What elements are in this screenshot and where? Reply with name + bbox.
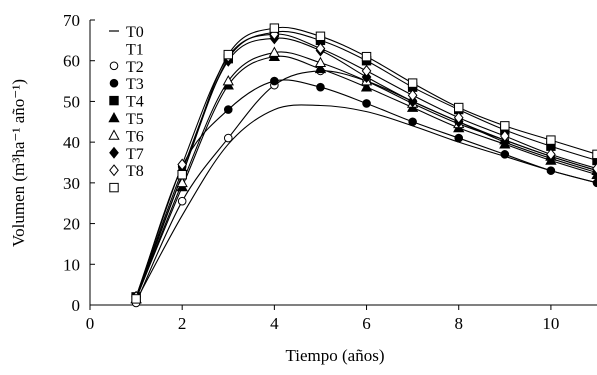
legend-label-T4: T4 [126, 94, 144, 111]
data-point-T8-8 [454, 102, 464, 113]
y-tick-label: 60 [63, 52, 80, 71]
x-ticks: 0 2 4 6 8 10 [86, 305, 559, 333]
legend-symbol-T1 [109, 61, 119, 71]
data-point-T5-4 [268, 46, 281, 57]
series-line-T4 [135, 55, 597, 300]
data-point-T8-5 [315, 31, 326, 41]
series-line-T0 [135, 104, 597, 302]
data-point-T2-8 [454, 133, 464, 143]
data-point-T6-6 [361, 71, 372, 83]
legend-symbol-T4 [108, 111, 120, 123]
x-tick-label: 0 [86, 314, 95, 333]
y-ticks: 0 10 20 30 40 50 60 70 [63, 11, 95, 315]
legend-label-T2: T2 [126, 59, 144, 76]
legend-label-T5: T5 [126, 111, 144, 128]
data-point-T2-5 [316, 82, 325, 92]
data-point-T7-8 [453, 111, 464, 124]
data-point-T2-4 [270, 76, 279, 86]
legend-symbol-T7 [109, 164, 119, 177]
data-point-T5-3 [222, 75, 234, 86]
data-point-T7-5 [315, 42, 326, 55]
data-point-T7-7 [407, 89, 418, 102]
plot-frame [89, 20, 597, 306]
data-point-T2-7 [408, 117, 417, 127]
data-point-T7-9 [499, 130, 510, 143]
legend-symbol-T6 [109, 146, 119, 159]
y-tick-label: 70 [63, 11, 80, 30]
data-point-T7-11 [592, 162, 597, 175]
legend-label-T8: T8 [126, 163, 144, 180]
series-lines [135, 26, 597, 304]
legend-symbol-T2 [109, 78, 119, 88]
y-tick-label: 20 [63, 215, 80, 234]
data-point-T6-7 [407, 95, 418, 108]
data-point-T8-3 [223, 49, 233, 60]
series-line-T6 [135, 37, 597, 298]
y-axis-title: Volumen (m³ha⁻¹ año⁻¹) [9, 79, 28, 247]
legend-label-T3: T3 [126, 76, 144, 93]
data-point-T2-9 [500, 150, 510, 159]
series-markers [130, 23, 597, 308]
legend-symbol-T5 [108, 129, 120, 140]
x-tick-label: 8 [454, 314, 463, 333]
data-point-T6-9 [499, 136, 510, 149]
x-tick-label: 2 [178, 314, 187, 333]
data-point-T8-7 [407, 78, 418, 88]
y-tick-label: 50 [63, 92, 80, 111]
data-point-T1-2 [177, 196, 187, 206]
x-axis-title: Tiempo (años) [285, 346, 384, 365]
data-point-T7-6 [361, 64, 372, 77]
data-point-T7-2 [177, 158, 188, 171]
data-point-T8-1 [131, 294, 141, 304]
data-point-T8-4 [269, 23, 280, 33]
data-point-T2-3 [223, 105, 233, 114]
data-point-T7-10 [546, 148, 556, 161]
series-line-T8 [135, 26, 597, 300]
legend-symbol-T3 [109, 95, 119, 106]
y-tick-label: 10 [63, 255, 80, 274]
data-point-T5-2 [176, 176, 188, 188]
legend-symbol-T8 [109, 182, 119, 193]
data-point-T2-6 [362, 99, 371, 108]
series-line-T7 [135, 33, 597, 298]
data-point-T4-6 [360, 81, 373, 92]
data-point-T8-2 [177, 170, 187, 180]
series-line-T5 [135, 51, 597, 300]
data-point-T1-3 [223, 133, 233, 143]
legend-label-T0: T0 [126, 24, 144, 41]
data-point-T8-9 [500, 121, 510, 131]
data-point-T8-6 [361, 51, 372, 62]
data-point-T2-10 [546, 166, 556, 175]
data-point-T2-11 [592, 178, 597, 188]
data-point-T8-10 [546, 135, 556, 145]
series-line-T2 [135, 79, 597, 300]
data-point-T4-5 [314, 62, 327, 74]
data-point-T5-5 [314, 56, 327, 68]
x-tick-label: 10 [542, 314, 559, 333]
y-tick-label: 40 [63, 133, 80, 152]
y-tick-label: 0 [72, 296, 81, 315]
legend-label-T1: T1 [126, 41, 144, 58]
data-point-T8-11 [592, 149, 597, 160]
y-tick-label: 30 [63, 174, 80, 193]
legend-label-T7: T7 [126, 146, 144, 163]
legend-label-T6: T6 [126, 128, 144, 145]
x-tick-label: 6 [362, 314, 371, 333]
x-tick-label: 4 [270, 314, 279, 333]
